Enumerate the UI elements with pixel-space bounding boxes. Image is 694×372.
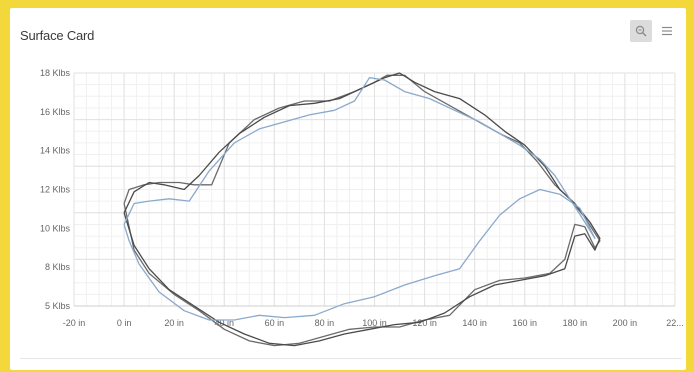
menu-glyph xyxy=(662,26,672,36)
card-title: Surface Card xyxy=(20,28,95,43)
y-tick-label: 5 Klbs xyxy=(45,301,71,311)
surface-card-panel: Surface Card -20 in 0 in 20 in 40 in 60 in 80… xyxy=(10,8,686,370)
chart-toolbar xyxy=(630,20,678,42)
surface-card-chart: -20 in 0 in 20 in 40 in 60 in 80 in 100 in 120 … xyxy=(40,68,684,347)
x-tick-label: 20 in xyxy=(164,318,184,328)
x-tick-label: 22... xyxy=(666,318,684,328)
y-tick-label: 18 Klbs xyxy=(40,68,71,78)
y-tick-label: 10 Klbs xyxy=(40,223,71,233)
x-tick-label: 200 in xyxy=(613,318,638,328)
hamburger-menu-icon[interactable] xyxy=(656,20,678,42)
x-tick-label: -20 in xyxy=(63,318,86,328)
series-line-3 xyxy=(123,77,596,321)
series-line-2 xyxy=(123,72,601,347)
y-tick-label: 14 Klbs xyxy=(40,146,71,156)
x-tick-label: 140 in xyxy=(462,318,487,328)
x-tick-label: 0 in xyxy=(117,318,132,328)
x-tick-label: 40 in xyxy=(214,318,234,328)
card-footer-divider xyxy=(20,358,682,359)
x-tick-label: 120 in xyxy=(412,318,437,328)
y-tick-label: 16 Klbs xyxy=(40,107,71,117)
y-tick-label: 12 Klbs xyxy=(40,185,71,195)
y-tick-label: 8 Klbs xyxy=(45,262,71,272)
x-tick-label: 60 in xyxy=(265,318,285,328)
x-tick-label: 180 in xyxy=(563,318,588,328)
x-tick-label: 100 in xyxy=(362,318,387,328)
x-tick-label: 80 in xyxy=(315,318,335,328)
magnifier-icon[interactable] xyxy=(630,20,652,42)
x-tick-label: 160 in xyxy=(512,318,537,328)
magnifier-glyph xyxy=(635,25,647,37)
